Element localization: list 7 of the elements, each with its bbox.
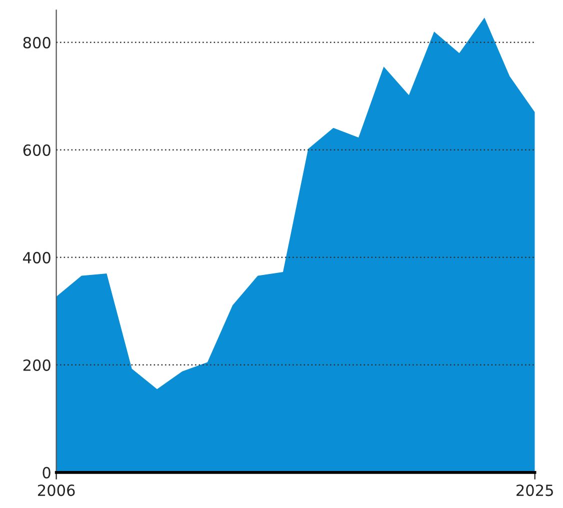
- x-tick-label: 2025: [516, 484, 553, 496]
- y-tick-label: 800: [23, 36, 50, 48]
- y-tick-label: 400: [23, 252, 50, 264]
- y-tick-label: 0: [42, 466, 50, 478]
- x-tick-label: 2006: [38, 484, 75, 496]
- y-tick-label: 600: [23, 144, 50, 156]
- y-tick-label: 200: [23, 359, 50, 371]
